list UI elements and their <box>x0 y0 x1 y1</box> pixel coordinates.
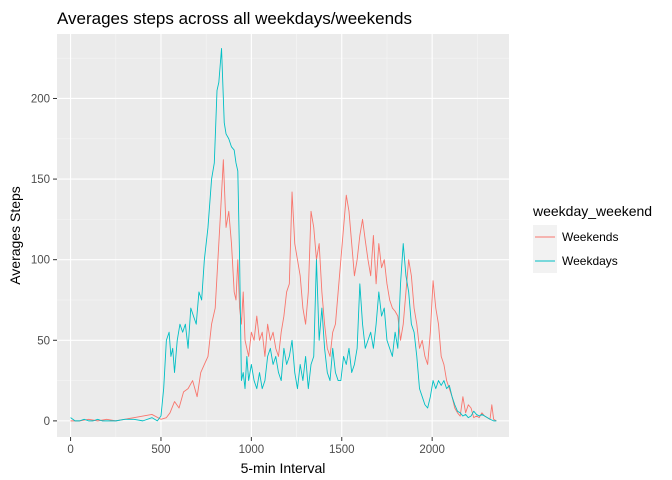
legend-label-weekdays: Weekdays <box>562 254 618 268</box>
y-axis-ticks: 0 50 100 150 200 <box>31 93 57 428</box>
plot-panel <box>57 34 509 437</box>
legend-label-weekends: Weekends <box>562 230 618 244</box>
x-tick-label: 500 <box>151 444 170 456</box>
y-axis-title: Averages Steps <box>7 186 23 285</box>
series-line-weekends <box>70 159 497 422</box>
series-line-weekdays <box>70 48 497 422</box>
series-lines <box>70 48 497 422</box>
y-tick-label: 0 <box>44 416 50 428</box>
x-tick-label: 2000 <box>419 444 445 456</box>
y-tick-label: 100 <box>31 255 50 267</box>
y-tick-label: 50 <box>37 335 50 347</box>
grid-minor <box>57 34 509 437</box>
x-tick-label: 1500 <box>329 444 355 456</box>
y-tick-label: 150 <box>31 174 50 186</box>
x-tick-label: 0 <box>67 444 73 456</box>
x-axis-ticks: 0 500 1000 1500 2000 <box>67 437 445 456</box>
legend-title: weekday_weekend <box>532 203 652 219</box>
chart-title: Averages steps across all weekdays/weeke… <box>57 9 412 28</box>
y-tick-label: 200 <box>31 93 50 105</box>
x-tick-label: 1000 <box>239 444 265 456</box>
x-axis-title: 5-min Interval <box>241 460 326 476</box>
legend: weekday_weekend Weekends Weekdays <box>532 203 652 273</box>
